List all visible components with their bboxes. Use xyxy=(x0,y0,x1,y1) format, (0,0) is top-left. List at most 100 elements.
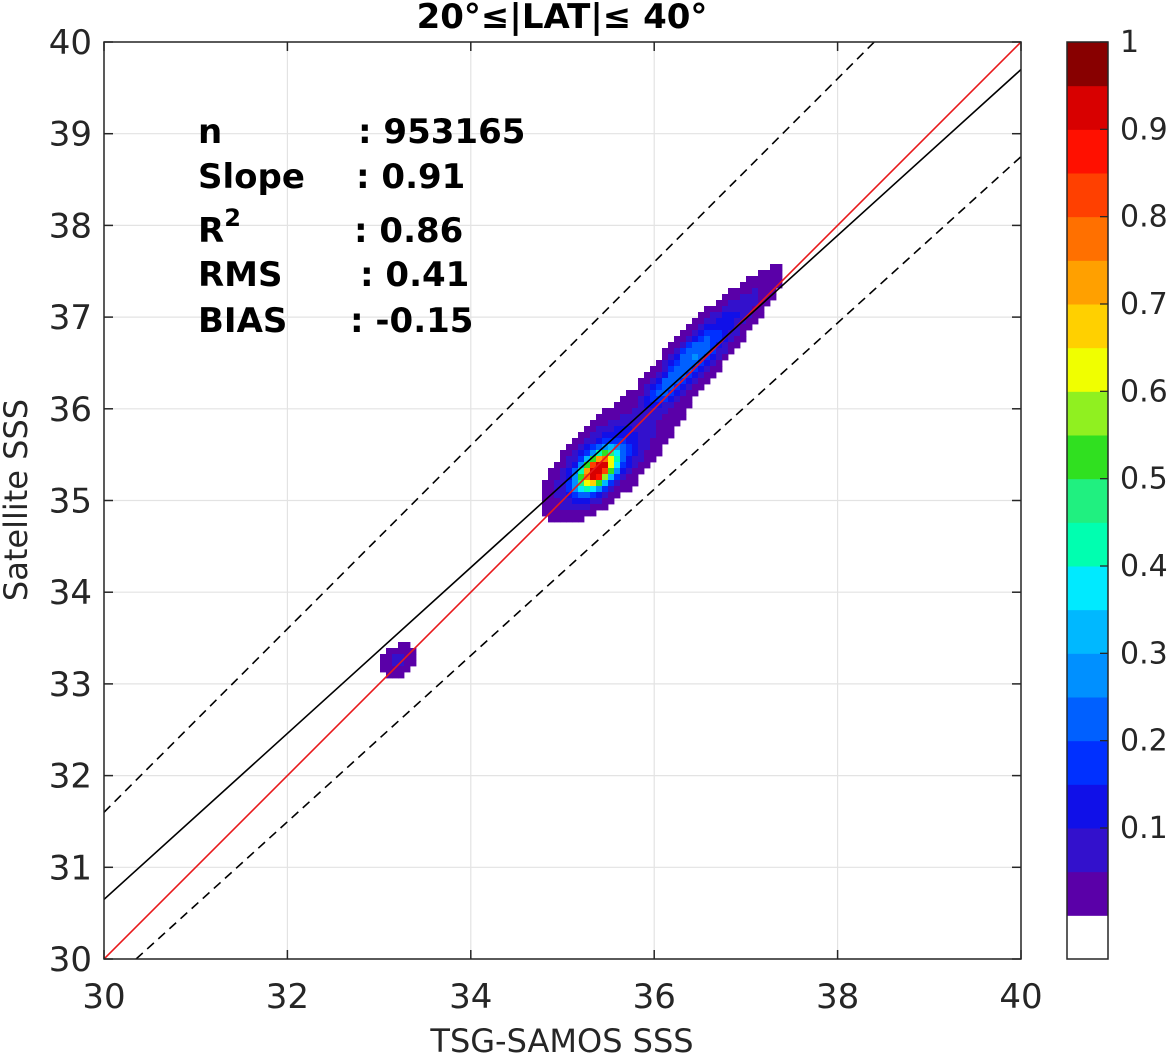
density-cell xyxy=(554,516,561,523)
density-cell xyxy=(662,348,669,355)
density-cell xyxy=(698,372,705,379)
density-cell xyxy=(698,366,705,373)
density-cell xyxy=(764,282,771,289)
y-tick-label: 33 xyxy=(49,665,92,705)
density-cell xyxy=(650,366,657,373)
density-cell xyxy=(758,300,765,307)
density-cell xyxy=(638,384,645,391)
density-cell xyxy=(686,378,693,385)
density-cell xyxy=(632,390,639,397)
density-cell xyxy=(776,264,783,271)
density-cell xyxy=(548,468,555,475)
density-cell xyxy=(764,270,771,277)
density-cell xyxy=(716,336,723,343)
stat-value: : 0.41 xyxy=(360,255,469,295)
density-cell xyxy=(578,486,585,493)
density-cell xyxy=(698,336,705,343)
density-cell xyxy=(674,390,681,397)
lower-bound-line xyxy=(135,156,1021,959)
density-cell xyxy=(560,486,567,493)
density-cell xyxy=(626,456,633,463)
density-cell xyxy=(596,420,603,427)
density-cell xyxy=(746,318,753,325)
density-cell xyxy=(764,294,771,301)
colorbar-swatch xyxy=(1067,42,1108,87)
density-cell xyxy=(608,444,615,451)
density-cell xyxy=(674,366,681,373)
density-cell xyxy=(704,312,711,319)
stat-value: : -0.15 xyxy=(350,301,473,341)
density-cell xyxy=(722,318,729,325)
density-cell xyxy=(590,510,597,517)
density-cell xyxy=(560,492,567,499)
density-cell xyxy=(710,354,717,361)
density-cell xyxy=(746,324,753,331)
density-cell xyxy=(572,468,579,475)
density-cell xyxy=(554,462,561,469)
density-cell xyxy=(404,654,411,661)
density-cell xyxy=(602,492,609,499)
density-cell xyxy=(608,426,615,433)
density-cell xyxy=(608,468,615,475)
density-cell xyxy=(662,390,669,397)
density-cell xyxy=(638,432,645,439)
density-cell xyxy=(680,348,687,355)
density-cell xyxy=(686,330,693,337)
density-cell xyxy=(668,426,675,433)
density-cell xyxy=(662,438,669,445)
density-cell xyxy=(728,300,735,307)
density-cell xyxy=(584,432,591,439)
density-cell xyxy=(734,318,741,325)
y-tick-label: 37 xyxy=(49,298,92,338)
density-cell xyxy=(560,504,567,511)
density-cell xyxy=(644,414,651,421)
density-cell xyxy=(746,282,753,289)
density-cell xyxy=(686,372,693,379)
density-cell xyxy=(584,486,591,493)
density-cell xyxy=(704,342,711,349)
density-cell xyxy=(620,438,627,445)
density-cell xyxy=(398,672,405,679)
density-cell xyxy=(704,306,711,313)
density-cell xyxy=(554,474,561,481)
density-cell xyxy=(680,408,687,415)
density-cell xyxy=(698,360,705,367)
density-cell xyxy=(722,300,729,307)
density-cell xyxy=(644,402,651,409)
density-cell xyxy=(596,498,603,505)
density-cell xyxy=(590,420,597,427)
density-cell xyxy=(386,648,393,655)
density-cell xyxy=(596,492,603,499)
density-cell xyxy=(596,462,603,469)
density-cell xyxy=(662,354,669,361)
density-cell xyxy=(608,456,615,463)
density-cell xyxy=(686,336,693,343)
density-cell xyxy=(632,396,639,403)
density-cell xyxy=(590,456,597,463)
density-cell xyxy=(644,390,651,397)
density-cell xyxy=(620,456,627,463)
density-cell xyxy=(716,354,723,361)
density-cell xyxy=(584,462,591,469)
density-cell xyxy=(692,318,699,325)
density-cell xyxy=(398,660,405,667)
x-axis-label: TSG-SAMOS SSS xyxy=(429,1022,693,1055)
density-cell xyxy=(608,492,615,499)
density-cell xyxy=(698,354,705,361)
colorbar-tick-label: 0.7 xyxy=(1120,287,1168,322)
density-cell xyxy=(728,342,735,349)
stat-value: : 0.86 xyxy=(354,211,463,251)
density-cell xyxy=(680,396,687,403)
density-cell xyxy=(626,462,633,469)
density-cell xyxy=(590,426,597,433)
density-cell xyxy=(566,486,573,493)
density-cell xyxy=(674,420,681,427)
density-cell xyxy=(740,306,747,313)
density-cell xyxy=(386,660,393,667)
colorbar: 0.1 0.2 0.3 0.4 0.5 0.6 0.7 0.8 0.9 1 xyxy=(1066,25,1168,960)
density-cell xyxy=(740,288,747,295)
density-cell xyxy=(602,450,609,457)
density-cell xyxy=(686,354,693,361)
density-cell xyxy=(542,504,549,511)
